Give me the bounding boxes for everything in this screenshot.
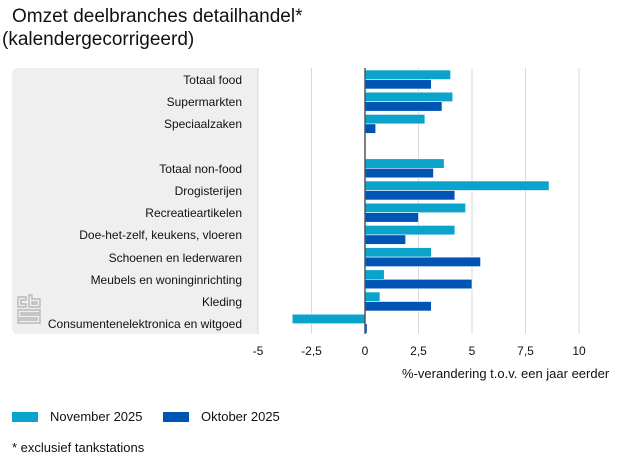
category-label: Doe-het-zelf, keukens, vloeren <box>79 228 242 243</box>
bar-oktober <box>364 278 473 290</box>
x-tick-label: 7,5 <box>517 344 534 358</box>
bar-november <box>364 158 445 169</box>
category-label: Meubels en woninginrichting <box>90 272 242 287</box>
legend-item-november: November 2025 <box>12 409 143 424</box>
category-panel <box>12 68 258 334</box>
category-label: Kleding <box>201 295 242 309</box>
x-tick-label: -5 <box>253 344 264 358</box>
footnote: * exclusief tankstations <box>12 440 145 455</box>
legend-swatch-oktober <box>163 411 189 422</box>
bar-november <box>364 225 456 236</box>
x-tick-label: -2,5 <box>301 344 322 358</box>
bar-november <box>364 291 381 302</box>
x-axis-label: %-verandering t.o.v. een jaar eerder <box>402 366 610 381</box>
category-label: Recreatieartikelen <box>145 206 242 221</box>
x-tick-label: 10 <box>572 344 586 358</box>
bar-oktober <box>364 256 481 267</box>
bar-oktober <box>364 79 432 90</box>
bar-november <box>291 313 366 325</box>
bar-november <box>364 180 550 191</box>
category-label: Totaal food <box>183 73 242 87</box>
bar-oktober <box>364 123 376 134</box>
bar-november <box>364 114 426 125</box>
legend-swatch-november <box>12 411 38 422</box>
bar-november <box>364 69 451 80</box>
bar-oktober <box>364 212 419 223</box>
category-label: Speciaalzaken <box>163 117 242 132</box>
legend-label-november: November 2025 <box>50 409 143 424</box>
bar-november <box>364 91 454 102</box>
bar-november <box>364 247 432 258</box>
category-label: Supermarkten <box>166 95 242 110</box>
bar-oktober <box>364 168 434 179</box>
chart-subtitle: (kalendergecorrigeerd) <box>2 29 195 50</box>
bar-november <box>364 269 385 280</box>
category-label: Drogisterijen <box>174 184 242 198</box>
bar-oktober <box>364 301 432 312</box>
x-tick-label: 2,5 <box>410 344 427 358</box>
bar-november <box>364 202 466 213</box>
bar-oktober <box>364 101 443 112</box>
category-label: Totaal non-food <box>159 161 242 176</box>
category-label: Consumentenelektronica en witgoed <box>47 317 242 332</box>
chart-title: Omzet deelbranches detailhandel* <box>12 6 303 27</box>
legend-item-oktober: Oktober 2025 <box>163 409 280 424</box>
cbs-logo-icon <box>17 294 41 324</box>
category-label: Schoenen en lederwaren <box>108 250 242 265</box>
bar-oktober <box>364 234 406 245</box>
x-tick-label: 0 <box>362 344 369 358</box>
bar-oktober <box>364 190 456 201</box>
x-tick-label: 5 <box>469 344 476 358</box>
legend-label-oktober: Oktober 2025 <box>201 409 280 424</box>
